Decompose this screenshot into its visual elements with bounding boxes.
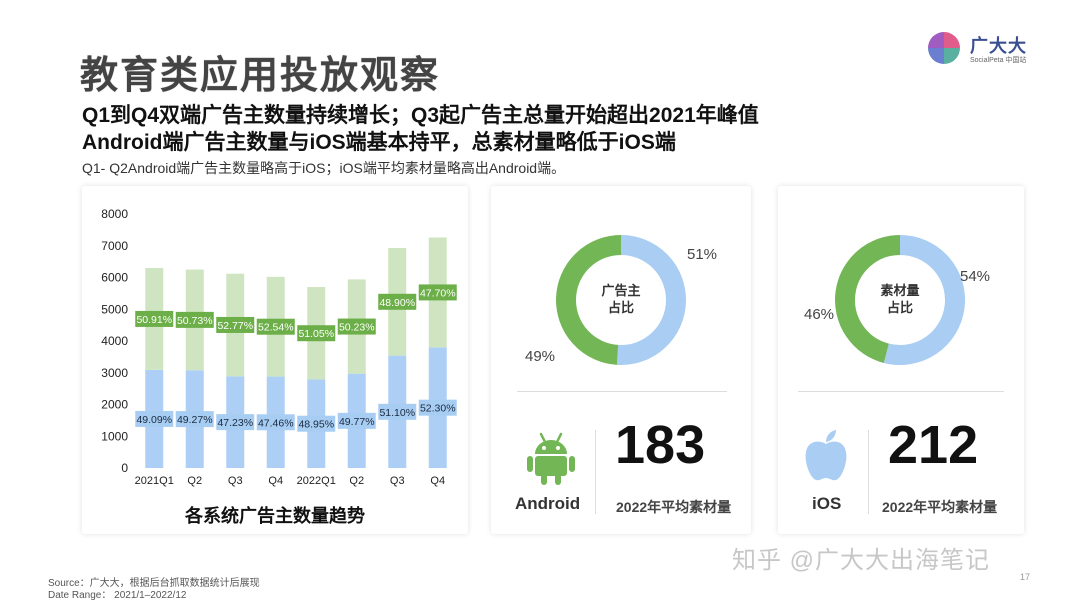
brand-logo-icon xyxy=(928,32,960,64)
android-pct-green: 49% xyxy=(525,348,556,365)
donut-slice xyxy=(616,235,686,365)
android-donut-chart xyxy=(556,235,686,365)
data-label: 52.30% xyxy=(420,403,456,415)
data-label: 50.73% xyxy=(177,315,213,327)
donut-slice xyxy=(556,235,622,365)
ios-donut: 素材量 占比 xyxy=(834,234,966,371)
android-donut-label-line2: 占比 xyxy=(607,300,634,315)
android-label: Android xyxy=(515,494,581,513)
watermark: 知乎 @广大大出海笔记 xyxy=(732,547,991,574)
bar-chart-card: 0 1000 2000 3000 4000 5000 6000 7000 8000 2021Q1 4… xyxy=(82,186,468,534)
y-tick-label: 7000 xyxy=(101,239,128,253)
ios-avg-label: 2022年平均素材量 xyxy=(882,499,998,515)
data-label: 50.23% xyxy=(339,322,375,334)
ios-label: iOS xyxy=(812,494,842,513)
android-card: 广告主 占比 51% 49% Android 183 2022年平均素材量 xyxy=(491,186,751,534)
data-label: 49.77% xyxy=(339,416,375,428)
data-label-box xyxy=(297,415,336,432)
data-label-box xyxy=(216,414,255,431)
data-label-box xyxy=(297,325,336,342)
donut-slice xyxy=(883,235,965,365)
data-label: 48.90% xyxy=(379,297,415,309)
x-tick-label: 2021Q1 xyxy=(135,475,174,487)
ios-donut-label-line1: 素材量 xyxy=(880,283,920,298)
data-label-box xyxy=(378,403,417,420)
android-avg-creatives: 183 xyxy=(615,415,706,475)
divider xyxy=(517,391,727,392)
data-label-box xyxy=(378,293,417,310)
x-tick-label: Q2 xyxy=(187,475,202,487)
brand-subtitle: SocialPeta 中国站 xyxy=(970,57,1027,64)
brand-logo: 广大大 SocialPeta 中国站 xyxy=(926,30,1046,70)
data-label: 48.95% xyxy=(298,419,334,431)
ios-avg-creatives: 212 xyxy=(888,415,979,475)
android-avg-label: 2022年平均素材量 xyxy=(616,499,732,515)
x-tick-label: Q3 xyxy=(390,475,405,487)
y-tick-label: 3000 xyxy=(101,366,128,380)
divider xyxy=(595,430,596,514)
bar-chart: 0 1000 2000 3000 4000 5000 6000 7000 8000 2021Q1 4… xyxy=(101,207,457,487)
data-label: 47.70% xyxy=(420,287,456,299)
divider xyxy=(798,391,1004,392)
headline-1: Q1到Q4双端广告主数量持续增长；Q3起广告主总量开始超出2021年峰值 xyxy=(82,104,759,127)
ios-donut-label: 素材量 占比 xyxy=(870,282,930,316)
data-label: 47.46% xyxy=(258,417,294,429)
y-tick-label: 0 xyxy=(121,461,128,475)
data-label: 50.91% xyxy=(136,314,172,326)
data-label-box xyxy=(337,412,376,429)
data-label: 49.27% xyxy=(177,414,213,426)
y-tick-label: 4000 xyxy=(101,334,128,348)
subtitle: Q1- Q2Android端广告主数量略高于iOS；iOS端平均素材量略高出An… xyxy=(82,160,566,176)
ios-pct-blue: 54% xyxy=(960,268,991,285)
ios-pct-green: 46% xyxy=(804,306,835,323)
y-tick-label: 5000 xyxy=(101,302,128,316)
x-tick-label: Q4 xyxy=(268,475,283,487)
page-number: 17 xyxy=(1020,572,1031,582)
y-tick-label: 1000 xyxy=(101,429,128,443)
headline-2: Android端广告主数量与iOS端基本持平，总素材量略低于iOS端 xyxy=(82,131,676,154)
data-label: 52.77% xyxy=(217,320,253,332)
divider xyxy=(868,430,869,514)
data-label-box xyxy=(135,410,174,427)
data-label-box xyxy=(216,316,255,333)
data-label: 51.05% xyxy=(298,328,334,340)
x-tick-label: 2022Q1 xyxy=(297,475,336,487)
data-label: 52.54% xyxy=(258,322,294,334)
data-label-box xyxy=(175,411,214,428)
donut-slice xyxy=(835,235,901,363)
data-label: 49.09% xyxy=(136,414,172,426)
android-donut-label-line1: 广告主 xyxy=(601,283,641,298)
data-label-box xyxy=(175,311,214,328)
ios-donut-label-line2: 占比 xyxy=(886,300,913,315)
date-range-note: Date Range： 2021/1–2022/12 xyxy=(48,590,187,601)
ios-card: 素材量 占比 54% 46% iOS 212 2022年平均素材量 xyxy=(778,186,1024,534)
x-tick-label: Q4 xyxy=(430,475,445,487)
data-label-box xyxy=(418,284,457,301)
y-tick-label: 2000 xyxy=(101,398,128,412)
ios-donut-chart xyxy=(835,235,965,365)
brand-name: 广大大 xyxy=(970,36,1027,56)
page-title: 教育类应用投放观察 xyxy=(80,55,441,97)
apple-icon xyxy=(805,430,847,481)
data-label: 51.10% xyxy=(379,407,415,419)
x-tick-label: Q3 xyxy=(228,475,243,487)
y-tick-label: 6000 xyxy=(101,271,128,285)
data-label-box xyxy=(135,310,174,327)
android-pct-blue: 51% xyxy=(687,246,718,263)
y-tick-label: 8000 xyxy=(101,207,128,221)
bar-chart-title: 各系统广告主数量趋势 xyxy=(185,506,365,526)
android-donut: 广告主 占比 xyxy=(555,234,687,371)
data-label-box xyxy=(418,399,457,416)
android-donut-label: 广告主 占比 xyxy=(591,282,651,316)
data-label: 47.23% xyxy=(217,417,253,429)
x-tick-label: Q2 xyxy=(349,475,364,487)
data-label-box xyxy=(256,318,295,335)
android-icon xyxy=(527,432,575,485)
source-note: Source：广大大，根据后台抓取数据统计后展现 xyxy=(48,578,260,589)
data-label-box xyxy=(256,414,295,431)
data-label-box xyxy=(337,318,376,335)
